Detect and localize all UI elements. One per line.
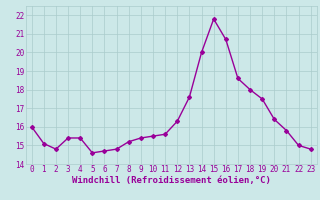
X-axis label: Windchill (Refroidissement éolien,°C): Windchill (Refroidissement éolien,°C) xyxy=(72,176,271,185)
